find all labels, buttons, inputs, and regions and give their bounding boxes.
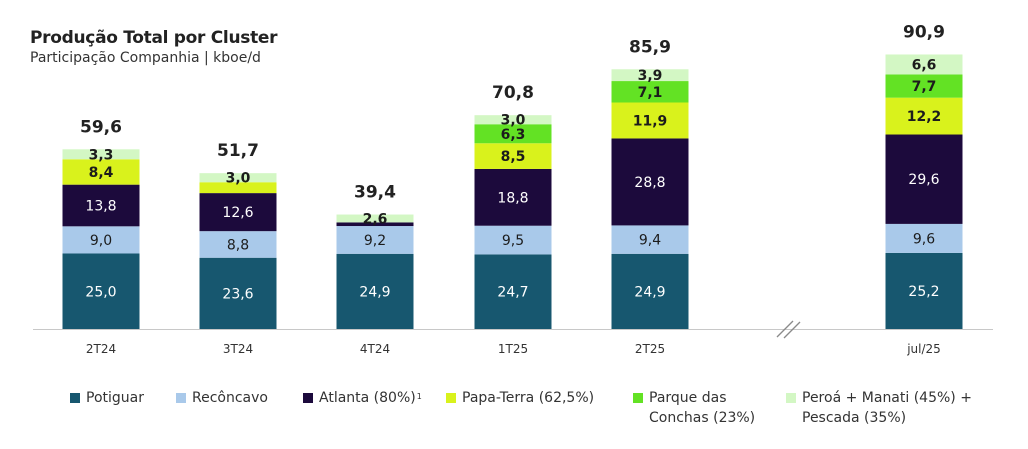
legend-item-potiguar: Potiguar bbox=[70, 388, 144, 408]
bar-peroa-manati-45-pescada-35-jul-25 bbox=[885, 54, 963, 75]
data-label-parque-das-conchas-23-jul-25: 7,7 bbox=[912, 79, 937, 95]
bar-potiguar-2t25 bbox=[611, 253, 689, 329]
legend-label-atlanta: Atlanta (80%)1 bbox=[319, 390, 422, 406]
bar-reconcavo-3t24 bbox=[199, 231, 277, 258]
legend-label-papa-terra: Papa-Terra (62,5%) bbox=[462, 390, 595, 406]
bar-papa-terra-62-5-1t25 bbox=[474, 143, 552, 169]
bar-peroa-manati-45-pescada-35-3t24 bbox=[199, 173, 277, 183]
bar-atlanta-80-2t25 bbox=[611, 138, 689, 226]
bar-reconcavo-4t24 bbox=[336, 226, 414, 254]
data-label-atlanta-80-jul-25: 29,6 bbox=[908, 172, 939, 188]
bar-peroa-manati-45-pescada-35-2t25 bbox=[611, 69, 689, 82]
data-label-potiguar-jul-25: 25,2 bbox=[908, 284, 939, 300]
bar-atlanta-80-3t24 bbox=[199, 193, 277, 232]
legend-swatch-potiguar bbox=[70, 393, 80, 403]
bar-atlanta-80-1t25 bbox=[474, 168, 552, 226]
x-tick-label-2t25: 2T25 bbox=[635, 342, 665, 356]
data-label-peroa-manati-45-pescada-35-4t24: 2,6 bbox=[363, 211, 388, 227]
data-label-peroa-manati-45-pescada-35-jul-25: 6,6 bbox=[912, 57, 937, 73]
bar-potiguar-jul-25 bbox=[885, 252, 963, 329]
data-label-potiguar-1t25: 24,7 bbox=[497, 285, 528, 301]
legend-label-reconcavo: Recôncavo bbox=[192, 390, 268, 406]
bar-parque-das-conchas-23-1t25 bbox=[474, 124, 552, 144]
data-label-parque-das-conchas-23-1t25: 6,3 bbox=[501, 127, 526, 143]
bar-atlanta-80-4t24 bbox=[336, 222, 414, 227]
bar-peroa-manati-45-pescada-35-2t24 bbox=[62, 149, 140, 160]
total-label-jul-25: 90,9 bbox=[903, 22, 945, 42]
chart-title: Produção Total por Cluster bbox=[30, 28, 278, 48]
footnote-marker: 1 bbox=[416, 392, 422, 401]
bar-peroa-manati-45-pescada-35-4t24 bbox=[336, 214, 414, 223]
x-tick-label-jul-25: jul/25 bbox=[906, 342, 941, 356]
legend-swatch-peroa-manati-pescada bbox=[786, 393, 796, 403]
data-label-peroa-manati-45-pescada-35-2t24: 3,3 bbox=[89, 147, 114, 163]
legend-item-reconcavo: Recôncavo bbox=[176, 388, 268, 408]
bar-potiguar-4t24 bbox=[336, 253, 414, 329]
bar-atlanta-80-jul-25 bbox=[885, 134, 963, 224]
bar-potiguar-3t24 bbox=[199, 257, 277, 329]
bar-potiguar-2t24 bbox=[62, 253, 140, 329]
x-tick-label-3t24: 3T24 bbox=[223, 342, 253, 356]
x-tick-label-4t24: 4T24 bbox=[360, 342, 390, 356]
data-label-reconcavo-2t24: 9,0 bbox=[90, 233, 112, 249]
bar-reconcavo-jul-25 bbox=[885, 223, 963, 253]
data-label-reconcavo-1t25: 9,5 bbox=[502, 233, 524, 249]
bar-papa-terra-62-5-jul-25 bbox=[885, 97, 963, 135]
bar-potiguar-1t25 bbox=[474, 254, 552, 329]
data-label-parque-das-conchas-23-2t25: 7,1 bbox=[638, 85, 663, 101]
data-label-papa-terra-62-5-2t24: 8,4 bbox=[89, 165, 114, 181]
legend-item-parque-das-conchas: Parque das Conchas (23%) bbox=[633, 388, 755, 428]
legend-item-peroa-manati-pescada: Peroá + Manati (45%) + Pescada (35%) bbox=[786, 388, 972, 428]
legend-swatch-parque-das-conchas bbox=[633, 393, 643, 403]
data-label-reconcavo-4t24: 9,2 bbox=[364, 233, 386, 249]
data-label-papa-terra-62-5-2t25: 11,9 bbox=[633, 113, 668, 129]
data-label-potiguar-3t24: 23,6 bbox=[222, 286, 253, 302]
bar-papa-terra-62-5-2t24 bbox=[62, 159, 140, 185]
data-label-potiguar-4t24: 24,9 bbox=[359, 284, 390, 300]
data-label-atlanta-80-2t25: 28,8 bbox=[634, 175, 665, 191]
data-label-atlanta-80-3t24: 12,6 bbox=[222, 205, 253, 221]
data-label-potiguar-2t25: 24,9 bbox=[634, 284, 665, 300]
data-label-peroa-manati-45-pescada-35-1t25: 3,0 bbox=[501, 113, 526, 129]
legend-item-atlanta: Atlanta (80%)1 bbox=[303, 388, 422, 408]
data-label-reconcavo-jul-25: 9,6 bbox=[913, 231, 935, 247]
bar-reconcavo-1t25 bbox=[474, 225, 552, 255]
bar-atlanta-80-2t24 bbox=[62, 184, 140, 227]
data-label-reconcavo-2t25: 9,4 bbox=[639, 233, 661, 249]
chart-subtitle: Participação Companhia | kboe/d bbox=[30, 50, 261, 66]
data-label-atlanta-80-2t24: 13,8 bbox=[85, 198, 116, 214]
total-label-4t24: 39,4 bbox=[354, 183, 396, 203]
bar-parque-das-conchas-23-2t25 bbox=[611, 81, 689, 103]
data-label-peroa-manati-45-pescada-35-3t24: 3,0 bbox=[226, 171, 251, 187]
legend-label-peroa-manati-pescada: Peroá + Manati (45%) + Pescada (35%) bbox=[802, 390, 972, 426]
total-label-3t24: 51,7 bbox=[217, 141, 259, 161]
data-label-atlanta-80-1t25: 18,8 bbox=[497, 190, 528, 206]
total-label-2t24: 59,6 bbox=[80, 117, 122, 137]
data-label-papa-terra-62-5-1t25: 8,5 bbox=[501, 149, 526, 165]
data-label-peroa-manati-45-pescada-35-2t25: 3,9 bbox=[638, 68, 663, 84]
data-label-reconcavo-3t24: 8,8 bbox=[227, 237, 249, 253]
data-label-papa-terra-62-5-jul-25: 12,2 bbox=[907, 109, 942, 125]
x-tick-label-2t24: 2T24 bbox=[86, 342, 116, 356]
legend-swatch-reconcavo bbox=[176, 393, 186, 403]
legend-label-potiguar: Potiguar bbox=[86, 390, 144, 406]
bar-reconcavo-2t25 bbox=[611, 225, 689, 254]
legend-swatch-atlanta bbox=[303, 393, 313, 403]
legend-item-papa-terra: Papa-Terra (62,5%) bbox=[446, 388, 594, 408]
total-label-2t25: 85,9 bbox=[629, 37, 671, 57]
data-label-potiguar-2t24: 25,0 bbox=[85, 284, 116, 300]
bar-parque-das-conchas-23-jul-25 bbox=[885, 74, 963, 98]
legend-swatch-papa-terra bbox=[446, 393, 456, 403]
bar-papa-terra-62-5-2t25 bbox=[611, 102, 689, 139]
x-tick-label-1t25: 1T25 bbox=[498, 342, 528, 356]
bar-peroa-manati-45-pescada-35-1t25 bbox=[474, 115, 552, 125]
chart-legend: Potiguar Recôncavo Atlanta (80%)1 Papa-T… bbox=[70, 388, 1000, 438]
bar-reconcavo-2t24 bbox=[62, 226, 140, 254]
total-label-1t25: 70,8 bbox=[492, 83, 534, 103]
bar-papa-terra-62-5-3t24 bbox=[199, 182, 277, 194]
legend-label-parque-das-conchas: Parque das Conchas (23%) bbox=[649, 390, 756, 426]
axis-break-marker bbox=[776, 320, 801, 339]
